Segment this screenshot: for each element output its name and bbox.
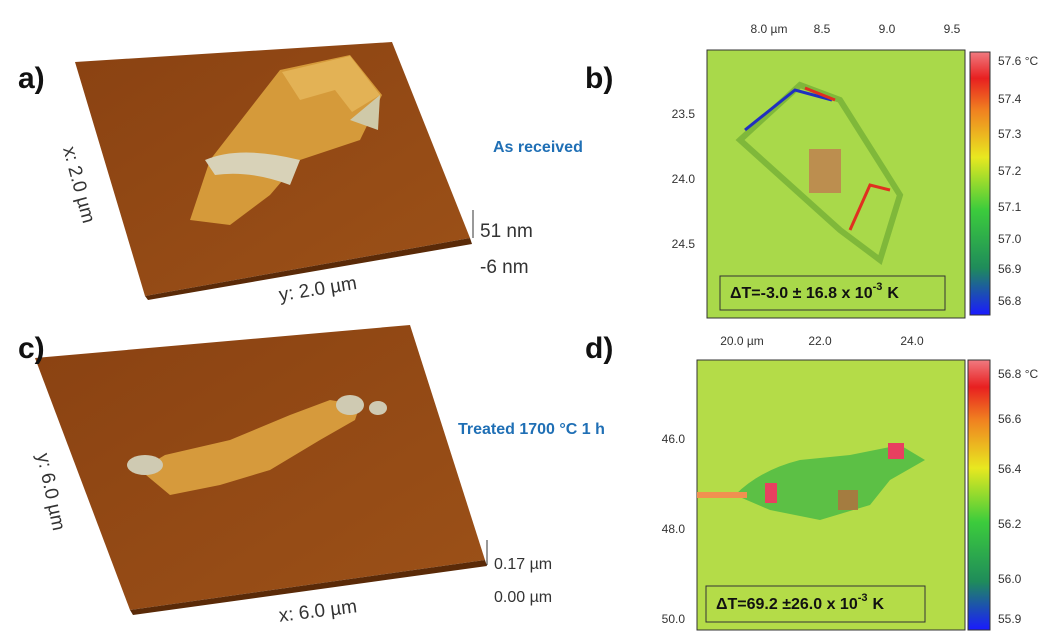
top-tick-label: 9.0 <box>879 22 896 36</box>
left-tick-label: 48.0 <box>662 522 686 536</box>
left-tick-label: 24.5 <box>672 237 696 251</box>
colorbar-tick-label: 57.2 <box>998 164 1022 178</box>
figure: a) b) c) d) x: 2.0 µm y: 2.0 µm 51 nm -6 nm As r… <box>0 0 1054 635</box>
thermal-map-d <box>697 360 990 630</box>
axis-label: y: 6.0 µm <box>32 451 69 532</box>
annotation-text: ΔT=-3.0 ± 16.8 x 10 <box>730 285 873 302</box>
panel-label: b) <box>585 62 613 95</box>
colorbar-tick-label: 57.6 °C <box>998 54 1038 68</box>
z-scale-label: 0.17 µm <box>494 556 552 573</box>
annotation-unit: K <box>887 285 899 302</box>
left-tick-label: 50.0 <box>662 612 686 626</box>
panel-label: d) <box>585 332 613 365</box>
left-tick-label: 46.0 <box>662 432 686 446</box>
colorbar-tick-label: 57.3 <box>998 127 1022 141</box>
top-tick-label: 8.5 <box>814 22 831 36</box>
z-scale-label: 51 nm <box>480 221 533 242</box>
colorbar-tick-label: 56.8 <box>998 294 1022 308</box>
annotation-exponent: -3 <box>873 281 883 293</box>
colorbar-tick-label: 55.9 <box>998 612 1022 626</box>
annotation-text: ΔT=69.2 ±26.0 x 10 <box>716 596 858 613</box>
colorbar-tick-label: 56.4 <box>998 462 1022 476</box>
axis-label: y: 2.0 µm <box>277 273 358 306</box>
left-tick-label: 24.0 <box>672 172 696 186</box>
z-scale-label: 0.00 µm <box>494 589 552 606</box>
panel-label: a) <box>18 62 45 95</box>
top-tick-label: 20.0 µm <box>720 334 764 348</box>
colorbar-tick-label: 57.4 <box>998 92 1022 106</box>
colorbar-tick-label: 56.0 <box>998 572 1022 586</box>
top-tick-label: 9.5 <box>944 22 961 36</box>
colorbar-tick-label: 56.9 <box>998 262 1022 276</box>
annotation-exponent: -3 <box>858 592 868 604</box>
colorbar-tick-label: 57.0 <box>998 232 1022 246</box>
colorbar-tick-label: 56.2 <box>998 517 1022 531</box>
colorbar-tick-label: 56.8 °C <box>998 367 1038 381</box>
caption: Treated 1700 °C 1 h <box>458 421 605 438</box>
thermal-map-b <box>707 50 990 318</box>
panel-label: c) <box>18 332 45 365</box>
z-scale-label: -6 nm <box>480 257 529 278</box>
axis-label: x: 2.0 µm <box>58 144 99 225</box>
top-tick-label: 24.0 <box>900 334 924 348</box>
annotation-unit: K <box>873 596 885 613</box>
caption: As received <box>493 139 583 156</box>
top-tick-label: 22.0 <box>808 334 832 348</box>
colorbar-tick-label: 57.1 <box>998 200 1022 214</box>
afm-image-c <box>35 325 487 615</box>
axis-label: x: 6.0 µm <box>278 596 359 626</box>
left-tick-label: 23.5 <box>672 107 696 121</box>
afm-image-a <box>75 42 473 300</box>
colorbar-tick-label: 56.6 <box>998 412 1022 426</box>
top-tick-label: 8.0 µm <box>751 22 788 36</box>
